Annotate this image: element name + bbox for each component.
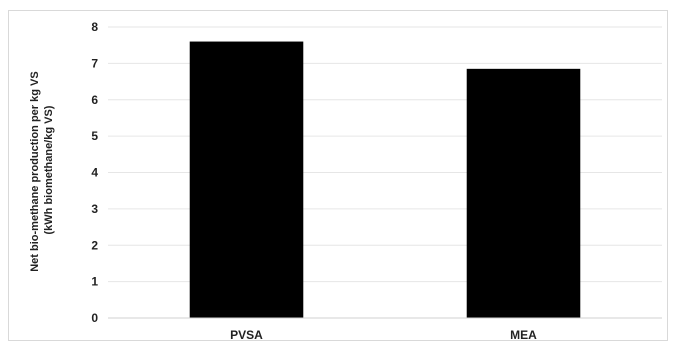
y-tick-label: 0	[91, 311, 98, 325]
y-tick-label: 4	[91, 166, 98, 180]
y-axis-label-line2: (kWh biomethane/kg VS)	[43, 105, 55, 234]
x-tick-label: PVSA	[230, 328, 263, 342]
y-tick-label: 5	[91, 129, 98, 143]
y-axis-label-line1: Net bio-methane production per kg VS	[29, 71, 41, 271]
y-tick-label: 3	[91, 202, 98, 216]
y-tick-label: 1	[91, 275, 98, 289]
x-axis-ticks: PVSA MEA	[230, 328, 537, 342]
y-tick-label: 8	[91, 20, 98, 34]
y-tick-label: 7	[91, 56, 98, 70]
x-tick-label: MEA	[510, 328, 537, 342]
bar-pvsa	[189, 41, 304, 319]
y-tick-label: 2	[91, 238, 98, 252]
bar-mea	[466, 68, 581, 318]
y-axis-label: Net bio-methane production per kg VS (kW…	[29, 68, 55, 272]
y-tick-label: 6	[91, 93, 98, 107]
chart-frame	[8, 10, 668, 341]
bars	[189, 41, 581, 319]
y-axis-ticks: 0 1 2 3 4 5 6 7 8	[91, 20, 98, 325]
